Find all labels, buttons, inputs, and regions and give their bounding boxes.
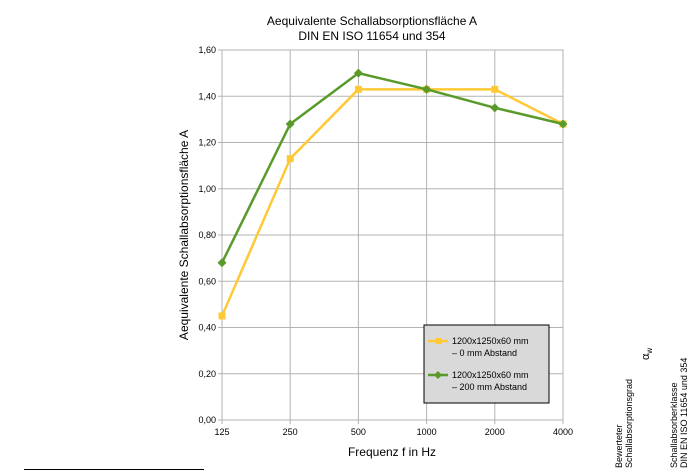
data-point [217, 258, 227, 268]
x-tick-label: 250 [283, 427, 298, 437]
series-line-1 [220, 71, 564, 264]
data-point [286, 155, 294, 163]
alpha-subscript: w [645, 347, 655, 354]
rating-label-line1: Bewerteter [614, 424, 624, 468]
data-point [218, 312, 226, 320]
series [217, 68, 568, 320]
y-tick-label: 1,40 [198, 91, 216, 101]
y-tick-label: 1,60 [198, 45, 216, 55]
alpha-symbol: α [640, 353, 652, 360]
y-tick-label: 0,40 [198, 323, 216, 333]
y-tick-label: 0,20 [198, 369, 216, 379]
data-point [354, 85, 362, 93]
y-tick-label: 1,20 [198, 138, 216, 148]
legend-label-1-line1: 1200x1250x60 mm [452, 370, 529, 380]
class-label-line2: DIN EN ISO 11654 und 354 [679, 357, 689, 468]
y-ticks: 0,00 0,20 0,40 0,60 0,80 1,00 1,20 1,40 1,60 [198, 45, 222, 425]
legend-label-1-line2: – 200 mm Abstand [452, 382, 527, 392]
data-point [490, 103, 500, 113]
x-tick-label: 1000 [417, 427, 437, 437]
data-point [491, 85, 499, 93]
x-ticks: 125 250 500 1000 2000 4000 [214, 420, 573, 437]
y-tick-label: 1,00 [198, 184, 216, 194]
y-tick-label: 0,80 [198, 230, 216, 240]
alpha-w-symbol: αw [640, 348, 656, 360]
y-tick-label: 0,60 [198, 276, 216, 286]
x-tick-label: 500 [351, 427, 366, 437]
x-axis-label: Frequenz f in Hz [348, 445, 436, 459]
data-point [353, 68, 363, 78]
series-1 [217, 68, 568, 268]
data-point [285, 119, 295, 129]
class-label: Schallabsorberklasse DIN EN ISO 11654 un… [669, 358, 689, 468]
y-axis-label: Aequivalente Schallabsorptionsfläche A [177, 130, 191, 340]
rating-label-line2: Schallabsorptionsgrad [624, 378, 634, 468]
series-0 [218, 85, 567, 320]
legend-entry-1: 1200x1250x60 mm – 200 mm Abstand [428, 370, 529, 392]
legend-entry-0: 1200x1250x60 mm – 0 mm Abstand [428, 336, 529, 358]
legend-marker-0 [435, 338, 442, 344]
chart-title: Aequivalente Schallabsorptionsfläche A [267, 14, 477, 28]
data-point [558, 119, 568, 129]
data-point [422, 84, 432, 94]
legend-box [423, 324, 550, 404]
series-line-0 [220, 88, 564, 317]
legend-label-0-line1: 1200x1250x60 mm [452, 336, 529, 346]
class-label-line1: Schallabsorberklasse [669, 382, 679, 468]
x-tick-label: 2000 [485, 427, 505, 437]
rating-label: Bewerteter Schallabsorptionsgrad [614, 379, 634, 468]
legend-marker-1 [434, 371, 442, 379]
chart-subtitle: DIN EN ISO 11654 und 354 [298, 29, 446, 43]
legend-label-0-line2: – 0 mm Abstand [452, 348, 517, 358]
x-tick-label: 125 [214, 427, 229, 437]
y-tick-label: 0,00 [198, 415, 216, 425]
x-tick-label: 4000 [553, 427, 573, 437]
legend: 1200x1250x60 mm – 0 mm Abstand 1200x1250… [423, 324, 550, 404]
footer-rule [24, 469, 204, 470]
